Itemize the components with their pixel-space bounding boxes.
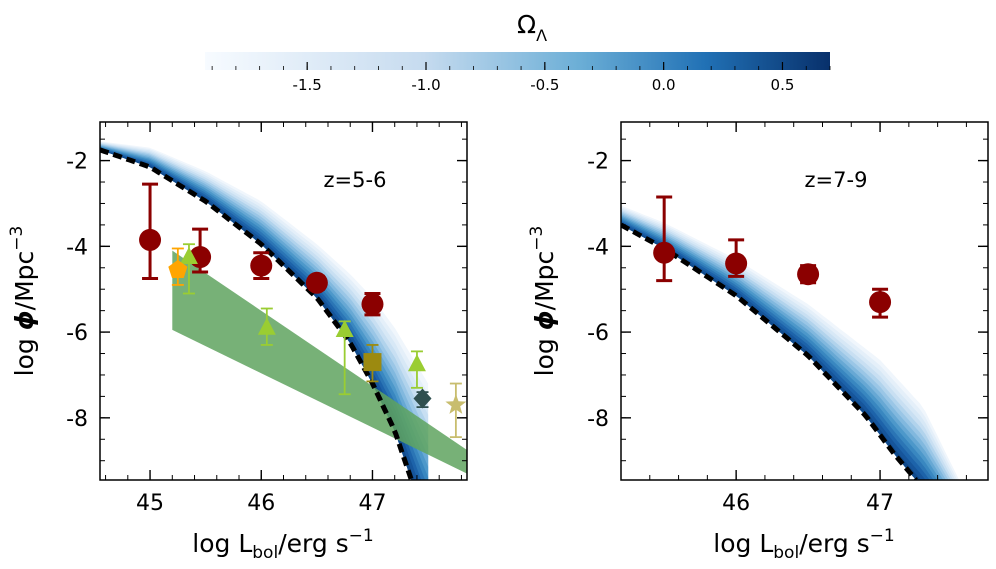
y-tick-label: -2 [587,150,609,175]
model-band-layer [621,220,930,480]
data-point-circle [250,251,273,280]
data-point-triangle [335,319,354,396]
colorbar-tick-label: 0.0 [652,76,676,94]
data-point-pentagon [168,247,188,286]
model-band-layer [621,215,944,480]
panel-z7-9: 46 47 -2 -4 -6 -8 z=7-9 log Lbol/erg s−1 log … [527,121,989,563]
data-points-left [139,182,467,439]
model-band-layer [100,143,429,480]
panel-z5-6: 45 46 47 -2 -4 -6 -8 z=5-6 log Lbol/erg s−1 lo… [7,121,468,563]
colorbar-tick-label: 0.5 [771,76,795,94]
y-tick-label: -6 [587,321,609,346]
data-point-circle [725,238,748,278]
data-point-square [363,344,382,383]
x-tick-label: 47 [358,491,386,516]
data-point-circle [797,263,820,286]
data-point-circle [653,195,676,283]
marker-triangle [257,317,276,335]
marker-circle [653,241,676,264]
marker-pentagon [168,259,188,278]
marker-diamond [413,388,432,409]
data-point-circle [305,271,328,294]
data-point-star [445,382,467,439]
model-band-layer [621,218,938,480]
model-band-layer [621,222,926,480]
marker-square [363,353,382,372]
y-tick-label: -8 [66,407,88,432]
y-tick-label: -8 [587,407,609,432]
data-points-right [653,195,892,319]
axes-frame-right [620,121,989,481]
marker-circle [869,291,892,314]
marker-circle [139,228,162,251]
annotation-z7-9: z=7-9 [805,168,868,192]
model-band-layer [621,216,941,480]
marker-triangle [179,247,198,265]
data-point-circle [361,291,384,317]
marker-triangle [335,319,354,337]
y-axis-label-right: log ϕ/Mpc−3 [527,226,559,377]
ticks-right: 46 47 -2 -4 -6 -8 [587,122,988,516]
x-tick-label: 46 [247,491,275,516]
ticks-left: 45 46 47 -2 -4 -6 -8 [66,122,467,516]
marker-circle [250,254,273,277]
y-tick-label: -6 [66,321,88,346]
model-band-layer [621,219,934,480]
marker-circle [305,271,328,294]
green-region [172,250,467,474]
marker-circle [361,293,384,316]
y-tick-label: -2 [66,150,88,175]
colorbar-tick-label: -0.5 [530,76,559,94]
data-point-circle [139,182,162,280]
data-point-triangle [179,243,198,295]
best-fit-curve-left [100,147,414,480]
x-tick-label: 45 [136,491,164,516]
annotation-z5-6: z=5-6 [324,168,387,192]
data-point-circle [869,287,892,319]
x-axis-label-left: log Lbol/erg s−1 [192,526,373,563]
colorbar: ΩΛ -1.5 -1.0 -0.5 0.0 0.5 [205,10,831,94]
y-tick-label: -4 [66,235,88,260]
colorbar-label: ΩΛ [517,10,547,45]
marker-circle [797,263,820,286]
colorbar-gradient [205,52,830,70]
colorbar-tick-label: -1.0 [411,76,440,94]
x-tick-label: 47 [866,491,894,516]
colorbar-tick-label: -1.5 [293,76,322,94]
model-band-layer [621,223,921,480]
data-point-triangle [257,307,276,346]
marker-circle [725,252,748,275]
marker-triangle [407,354,426,372]
model-band-layer [621,213,946,480]
x-tick-label: 46 [722,491,750,516]
colorbar-ticks: -1.5 -1.0 -0.5 0.0 0.5 [211,62,831,94]
y-axis-label-left: log ϕ/Mpc−3 [7,226,39,377]
model-band-left [100,141,429,480]
data-point-triangle [407,350,426,389]
marker-star [445,394,467,414]
x-axis-label-right: log Lbol/erg s−1 [713,526,894,563]
y-tick-label: -4 [587,235,609,260]
data-point-diamond [413,388,432,409]
